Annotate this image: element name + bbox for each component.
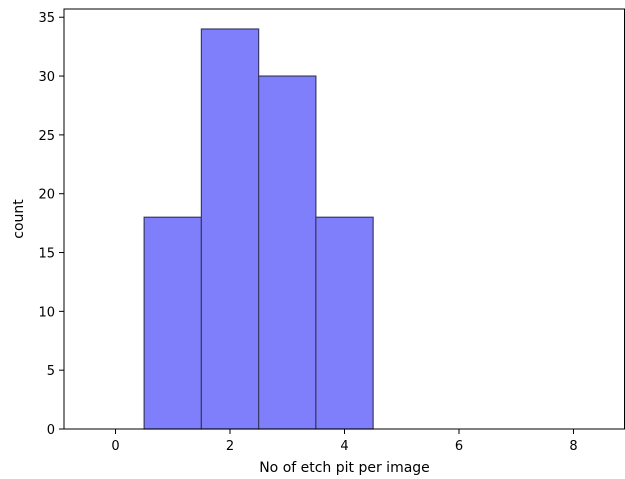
- y-tick-label: 0: [47, 423, 55, 438]
- y-tick-label: 5: [47, 364, 55, 379]
- y-axis-title: count: [11, 199, 27, 239]
- histogram-bar-2: [258, 75, 317, 430]
- x-tick-label: 2: [226, 439, 234, 454]
- x-tick-label: 4: [340, 439, 348, 454]
- x-tick-label: 0: [111, 439, 119, 454]
- x-tick-label: 6: [455, 439, 463, 454]
- x-axis-title: No of etch pit per image: [259, 460, 430, 476]
- y-tick-label: 30: [38, 70, 55, 85]
- x-axis: 0 2 4 6 8: [111, 429, 578, 454]
- y-tick-label: 25: [38, 129, 55, 144]
- y-tick-label: 35: [38, 11, 55, 26]
- bars-layer: [143, 28, 374, 430]
- y-tick-label: 15: [38, 247, 55, 262]
- histogram-bar-0: [143, 216, 202, 430]
- histogram-bar-1: [200, 28, 260, 430]
- y-axis: 0 5 10 15 20 25 30 35: [38, 11, 64, 438]
- y-tick-label: 20: [38, 188, 55, 203]
- x-tick-label: 8: [569, 439, 577, 454]
- histogram-bar-3: [315, 216, 374, 430]
- y-tick-label: 10: [38, 305, 55, 320]
